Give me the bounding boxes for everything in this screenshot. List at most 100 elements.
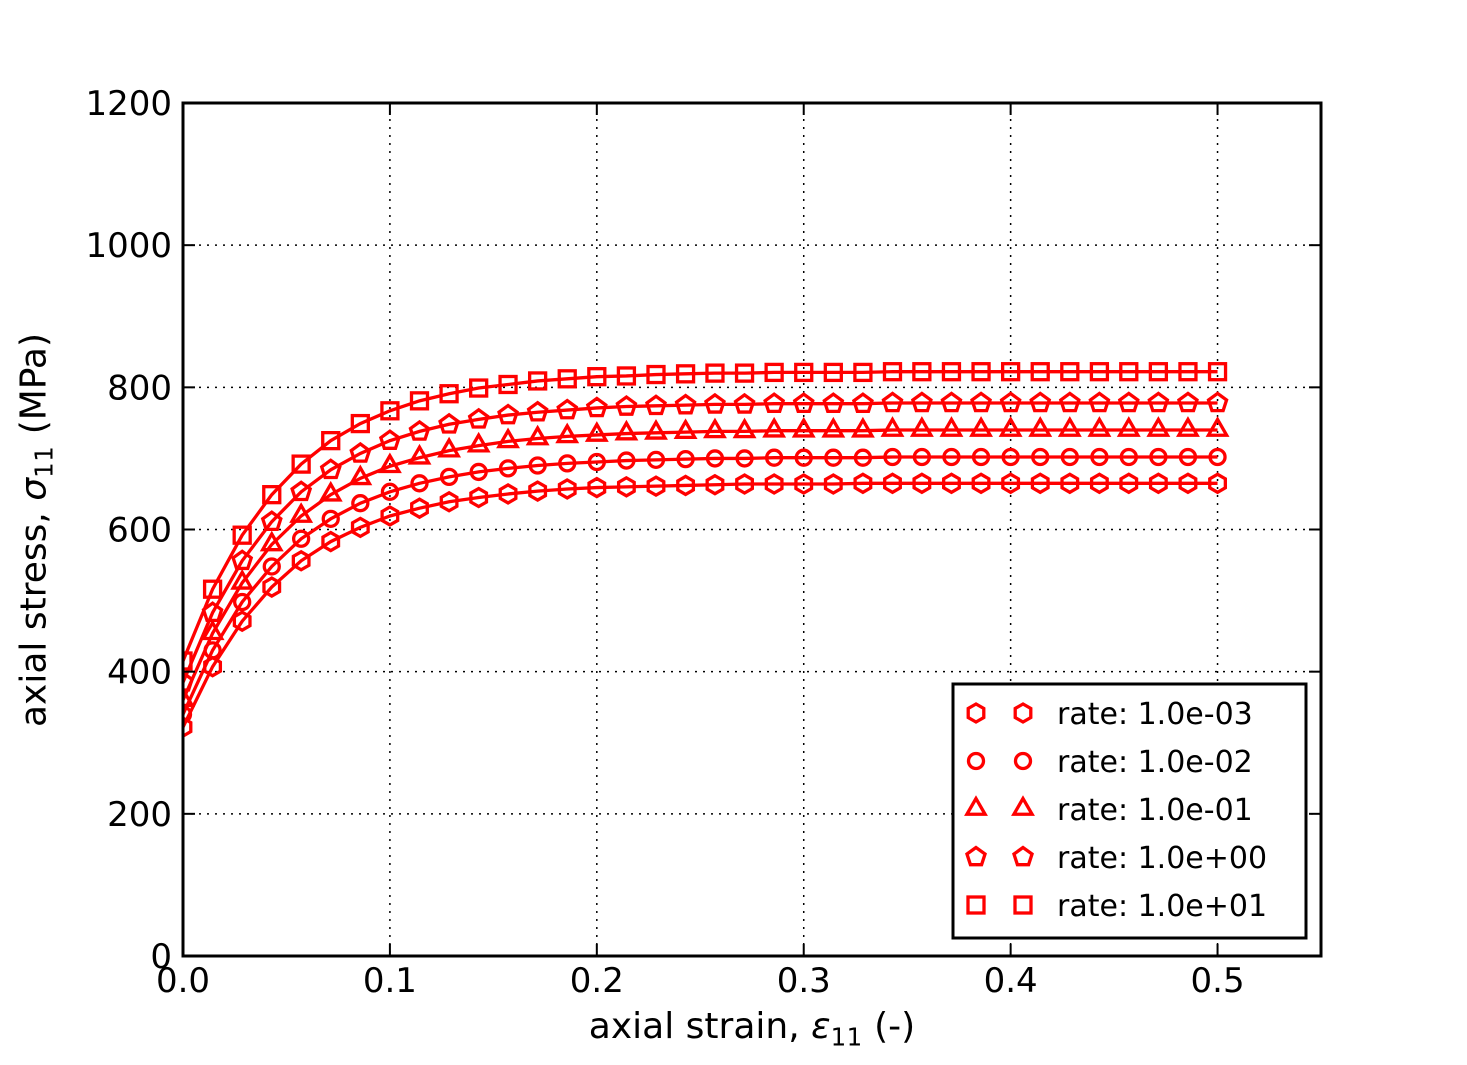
series-marker-triangle-up — [732, 417, 757, 439]
series-marker-pentagon — [965, 845, 987, 867]
series-marker-circle — [794, 448, 813, 467]
series-marker-triangle-up — [289, 502, 314, 523]
y-tick-label: 0 — [150, 937, 172, 977]
legend-markers — [964, 795, 1035, 816]
series-marker-hexagon — [410, 497, 429, 520]
series-marker-hexagon — [735, 473, 754, 495]
x-axis-label-prefix: axial strain, — [588, 1006, 812, 1047]
series-marker-circle — [971, 447, 991, 467]
series-marker-square — [971, 362, 991, 382]
series-marker-square — [527, 371, 548, 391]
ticks — [182, 102, 1321, 957]
series-marker-pentagon — [260, 510, 283, 532]
series-marker-hexagon — [853, 472, 873, 495]
series-marker-triangle-up — [348, 464, 373, 486]
series-marker-pentagon — [319, 458, 342, 480]
series-marker-circle — [439, 467, 459, 487]
plot-frame — [181, 101, 1323, 958]
series-marker-circle — [942, 447, 961, 467]
x-tick-label: 0.2 — [570, 961, 624, 1001]
series-marker-circle — [1208, 447, 1227, 467]
series-marker-circle — [617, 451, 636, 470]
series-marker-square — [1119, 362, 1139, 382]
y-tick-label: 600 — [107, 511, 172, 551]
series-marker-triangle-up — [880, 416, 905, 437]
series-0 — [183, 472, 1227, 739]
series-marker-circle — [1013, 751, 1033, 771]
series-marker-circle — [646, 450, 666, 469]
series-marker-square — [232, 525, 252, 545]
series-marker-pentagon — [822, 392, 845, 414]
series-marker-square — [1178, 362, 1198, 382]
series-marker-hexagon — [1089, 472, 1109, 495]
series-marker-square — [498, 374, 518, 395]
series-marker-pentagon — [349, 441, 372, 463]
series-marker-hexagon — [676, 474, 696, 497]
series-marker-triangle-up — [437, 436, 462, 458]
series-marker-pentagon — [674, 393, 697, 415]
series-marker-pentagon — [1117, 391, 1140, 413]
series-marker-circle — [1060, 447, 1079, 467]
series-marker-hexagon — [912, 472, 932, 495]
series-marker-hexagon — [203, 655, 223, 678]
series-marker-pentagon — [851, 392, 874, 414]
series-marker-pentagon — [910, 391, 933, 413]
series-marker-square — [262, 485, 282, 505]
series-line — [183, 481, 1218, 728]
series-marker-pentagon — [1012, 845, 1034, 867]
series-marker-hexagon — [498, 483, 518, 505]
series-marker-pentagon — [497, 403, 520, 425]
series-marker-triangle-up — [1087, 416, 1112, 437]
y-axis-label-subscript: 11 — [29, 445, 59, 478]
series-marker-circle — [912, 447, 932, 467]
x-axis-label-suffix: (-) — [862, 1006, 916, 1047]
series-marker-triangle-up — [1057, 416, 1082, 437]
series-marker-hexagon — [1208, 472, 1227, 495]
series-marker-pentagon — [970, 391, 993, 413]
series-marker-hexagon — [764, 473, 784, 495]
series-marker-pentagon — [703, 392, 726, 414]
legend-markers — [965, 845, 1034, 867]
series-line — [183, 401, 1218, 683]
series-marker-hexagon — [350, 516, 370, 539]
series-marker-hexagon — [883, 472, 902, 495]
series-marker-circle — [1149, 447, 1168, 467]
y-axis-label-prefix: axial stress, — [13, 500, 55, 728]
series-marker-triangle-up — [821, 416, 846, 438]
series-marker-triangle-up — [673, 418, 698, 440]
series-marker-triangle-up — [259, 530, 284, 552]
series-marker-triangle-up — [525, 424, 550, 446]
series-marker-hexagon — [528, 480, 548, 503]
series-marker-triangle-up — [496, 427, 521, 449]
series-marker-square — [1000, 362, 1021, 382]
series-marker-square — [912, 362, 932, 382]
series-marker-triangle-up — [791, 416, 816, 438]
series-marker-square — [587, 367, 607, 387]
series-marker-triangle-up — [318, 480, 343, 502]
series-marker-square — [966, 895, 986, 915]
series-marker-hexagon — [557, 478, 577, 500]
series-marker-triangle-up — [377, 452, 402, 474]
series-marker-circle — [321, 509, 340, 528]
series-marker-triangle-up — [1205, 416, 1230, 437]
series-marker-square — [882, 362, 903, 382]
series-marker-hexagon — [705, 473, 725, 496]
series-marker-square — [291, 454, 311, 474]
series-marker-hexagon — [439, 490, 459, 513]
legend-item: rate: 1.0e-02 — [966, 745, 1253, 780]
series-marker-triangle-up — [466, 431, 491, 453]
series-marker-triangle-up — [1011, 795, 1035, 816]
series-marker-square — [409, 391, 430, 411]
series-marker-square — [1030, 362, 1050, 382]
y-axis-label-suffix: (MPa) — [13, 332, 55, 446]
series-marker-triangle-up — [998, 416, 1023, 437]
series-marker-pentagon — [1058, 391, 1081, 413]
series-marker-hexagon — [469, 486, 489, 509]
legend-markers — [966, 751, 1033, 771]
legend-item: rate: 1.0e-03 — [966, 697, 1253, 732]
series-marker-circle — [1090, 447, 1109, 467]
series-marker-pentagon — [526, 400, 549, 422]
series-marker-triangle-up — [969, 416, 993, 437]
series-marker-hexagon — [1030, 472, 1050, 495]
series-marker-hexagon — [616, 475, 636, 498]
